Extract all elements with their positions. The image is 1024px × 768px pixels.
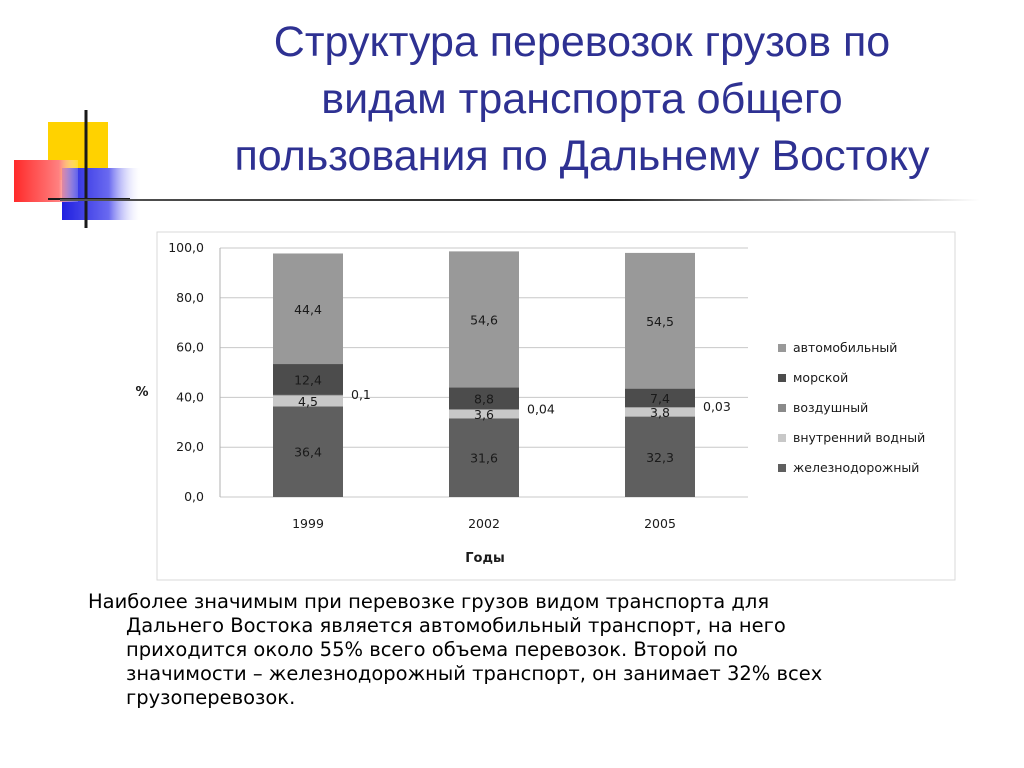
caption-line-1: Наиболее значимым при перевозке грузов в… [88,590,770,613]
data-label: 31,6 [470,451,498,466]
caption-line-3: приходится около 55% всего объема перево… [126,638,738,661]
legend-label: автомобильный [793,340,897,355]
decorative-squares [14,110,140,228]
caption-paragraph: Наиболее значимым при перевозке грузов в… [88,590,948,710]
bar-segment [273,364,343,395]
title-divider [60,199,980,201]
legend-label: внутренний водный [793,430,925,445]
data-label: 0,1 [351,387,371,402]
data-label: 54,5 [646,314,674,329]
bar-segment [449,387,519,410]
y-tick-label: 60,0 [176,340,204,355]
y-tick-label: 40,0 [176,389,204,404]
caption-line-5: грузоперевозок. [126,686,296,709]
data-label: 3,8 [650,405,670,420]
y-tick-label: 20,0 [176,439,204,454]
bar-segment [625,407,695,417]
bar-segment [273,253,343,365]
legend-swatch [778,464,786,472]
data-label: 32,3 [646,450,674,465]
legend-swatch [778,374,786,382]
x-tick-label: 1999 [292,516,324,531]
data-label: 44,4 [294,302,322,317]
bar-segment [449,418,519,497]
data-label: 36,4 [294,445,322,460]
data-label: 0,03 [703,399,731,414]
data-label: 8,8 [474,391,494,406]
x-axis-label: Годы [465,551,504,566]
data-label: 54,6 [470,312,498,327]
x-tick-label: 2002 [468,516,500,531]
legend-label: железнодорожный [793,460,919,475]
y-tick-label: 80,0 [176,290,204,305]
legend-label: воздушный [793,400,868,415]
bar-segment [449,409,519,419]
bars: 36,4 4,5 0,1 12,4 44,4 31,6 3,6 0,04 8,8 54,6 32,3… [273,251,731,497]
bar-segment [273,406,343,497]
bar-segment [449,251,519,388]
legend: автомобильный морской воздушный внутренний … [778,340,925,475]
legend-swatch [778,404,786,412]
y-axis-label: % [135,385,148,400]
bar-segment [625,388,695,408]
bar-segment [625,407,695,408]
bar-segment [625,416,695,497]
y-tick-label: 100,0 [168,240,204,255]
title-line-1: Структура перевозок грузов по [273,18,891,66]
legend-swatch [778,344,786,352]
title-line-2: видам транспорта общего [321,75,843,123]
y-tick-label: 0,0 [184,489,204,504]
title-line-3: пользования по Дальнему Востоку [234,132,930,180]
red-square [14,160,78,202]
data-label: 0,04 [527,401,555,416]
caption-line-4: значимости – железнодорожный транспорт, … [126,662,823,685]
data-label: 3,6 [474,407,494,422]
chart-frame [156,231,956,581]
x-tick-label: 2005 [644,516,676,531]
tick-labels: 0,0 20,0 40,0 60,0 80,0 100,0 1999 2002 2005 [168,240,676,531]
data-label: 7,4 [650,391,670,406]
bar-segment [625,252,695,389]
bar-segment [449,409,519,410]
bar-segment [273,395,343,407]
bar-segment [273,394,343,396]
legend-swatch [778,434,786,442]
slide-title: Структура перевозок грузов по видам тран… [140,14,1024,185]
data-label: 4,5 [298,394,318,409]
data-label: 12,4 [294,372,322,387]
caption-line-2: Дальнего Востока является автомобильный … [126,614,786,637]
legend-label: морской [793,370,848,385]
